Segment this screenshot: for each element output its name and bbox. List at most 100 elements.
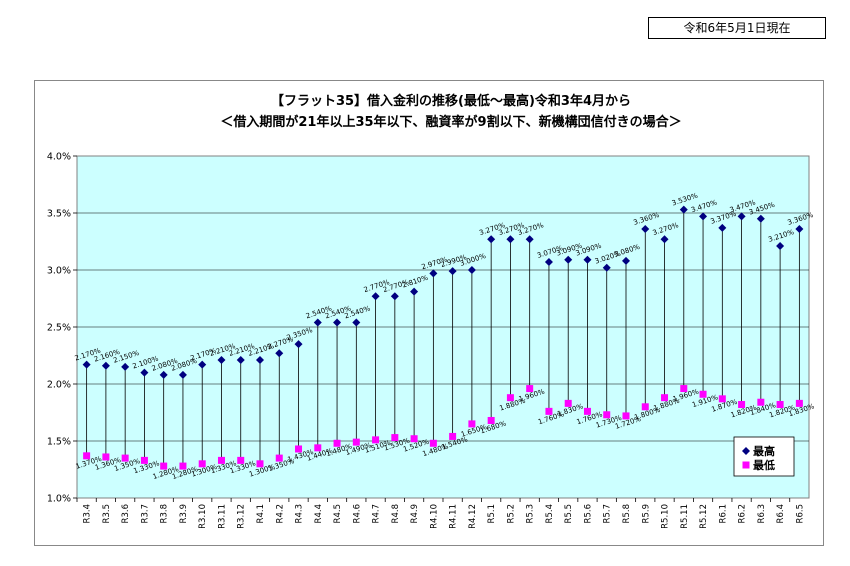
low-point — [545, 407, 553, 415]
chart-subtitle: ＜借入期間が21年以上35年以下、融資率が9割以下、新機構団信付きの場合＞ — [220, 114, 681, 130]
y-tick-label: 1.5% — [47, 437, 71, 448]
high-point — [275, 349, 284, 358]
x-tick-label: R3.9 — [179, 504, 189, 523]
high-point — [467, 266, 476, 274]
x-tick-label: R4.7 — [372, 504, 382, 523]
high-point — [737, 212, 746, 221]
low-point — [102, 453, 110, 461]
x-tick-label: R3.10 — [198, 504, 208, 529]
low-point — [468, 420, 476, 428]
x-tick-label: R4.6 — [352, 504, 362, 523]
high-point — [101, 361, 110, 370]
high-point — [333, 318, 342, 327]
high-point — [564, 255, 573, 264]
high-point — [294, 340, 303, 349]
high-point — [198, 360, 207, 369]
y-tick-label: 4.0% — [47, 152, 71, 163]
high-point — [718, 223, 727, 232]
x-tick-label: R6.5 — [795, 504, 805, 523]
chart-title: 【フラット35】借入金利の推移(最低～最高)令和3年4月から — [271, 93, 631, 109]
legend-marker-high — [742, 447, 750, 455]
high-point — [448, 267, 457, 276]
low-point — [140, 456, 148, 464]
x-tick-label: R4.4 — [314, 504, 324, 523]
low-point — [333, 439, 341, 447]
low-point — [179, 462, 187, 470]
x-tick-label: R6.2 — [738, 504, 748, 523]
high-point — [410, 287, 419, 296]
high-point — [217, 356, 226, 365]
x-tick-label: R5.11 — [680, 504, 690, 529]
series-low-markers — [83, 385, 803, 470]
low-point — [449, 432, 457, 440]
series-high-markers — [82, 205, 804, 379]
as-of-date: 令和6年5月1日現在 — [648, 17, 826, 39]
y-tick-label: 2.0% — [47, 380, 71, 391]
low-point — [583, 407, 591, 415]
low-point — [295, 445, 303, 453]
low-point — [603, 411, 611, 419]
low-point — [564, 399, 572, 407]
x-axis-ticks: R3.4 R3.5 R3.6 R3.7 R3.8 R3.9 R3.10 R3.11 R3.12 R… — [76, 498, 805, 529]
high-point — [525, 235, 534, 244]
x-tick-label: R6.1 — [718, 504, 728, 523]
high-point — [756, 214, 765, 223]
x-tick-label: R5.9 — [641, 504, 651, 523]
y-axis-ticks: 1.0% 1.5% 2.0% 2.5% 3.0% 3.5% 4.0% — [47, 152, 77, 505]
high-point — [660, 235, 669, 244]
x-tick-label: R4.3 — [295, 504, 305, 523]
legend-label-high: 最高 — [753, 444, 775, 458]
high-point — [429, 269, 438, 278]
low-point — [237, 456, 245, 464]
x-tick-label: R5.3 — [526, 504, 536, 523]
x-tick-label: R5.5 — [564, 504, 574, 523]
low-point — [661, 394, 669, 402]
high-point — [140, 368, 149, 377]
low-point — [738, 401, 746, 409]
x-tick-label: R6.3 — [757, 504, 767, 523]
high-point — [544, 258, 553, 267]
high-point — [371, 292, 380, 301]
legend-box — [733, 436, 795, 477]
low-point — [487, 416, 495, 424]
high-point — [583, 255, 592, 264]
x-tick-label: R5.6 — [583, 504, 593, 523]
y-tick-label: 1.0% — [47, 494, 71, 505]
x-tick-label: R5.4 — [545, 504, 555, 523]
low-point — [776, 401, 784, 409]
x-tick-label: R5.10 — [661, 504, 671, 529]
low-point — [352, 438, 360, 446]
high-point — [622, 256, 630, 265]
low-point — [757, 398, 765, 406]
high-point — [121, 362, 130, 371]
high-point — [602, 263, 611, 272]
x-tick-label: R4.10 — [429, 504, 439, 529]
x-tick-label: R3.7 — [140, 504, 150, 523]
high-point — [390, 292, 399, 301]
high-point — [159, 370, 168, 379]
low-point — [699, 390, 707, 398]
low-point — [314, 444, 322, 452]
x-tick-label: R4.12 — [468, 504, 478, 529]
low-point — [121, 454, 129, 462]
high-point — [506, 235, 515, 244]
low-point — [680, 385, 688, 393]
high-point — [699, 212, 708, 221]
y-tick-label: 3.5% — [47, 209, 71, 220]
x-tick-label: R4.5 — [333, 504, 343, 523]
low-point — [622, 412, 630, 420]
low-point — [429, 439, 437, 447]
low-point — [83, 452, 91, 460]
low-point — [256, 460, 264, 468]
high-point — [795, 224, 804, 233]
x-tick-label: R4.8 — [391, 504, 401, 523]
x-tick-label: R3.8 — [160, 504, 170, 523]
y-tick-label: 3.0% — [47, 266, 71, 277]
x-tick-label: R4.9 — [410, 504, 420, 523]
high-point — [641, 224, 650, 233]
x-tick-label: R5.2 — [506, 504, 516, 523]
x-tick-label: R4.2 — [275, 504, 285, 523]
legend-marker-low — [742, 461, 750, 469]
low-point — [198, 460, 206, 468]
